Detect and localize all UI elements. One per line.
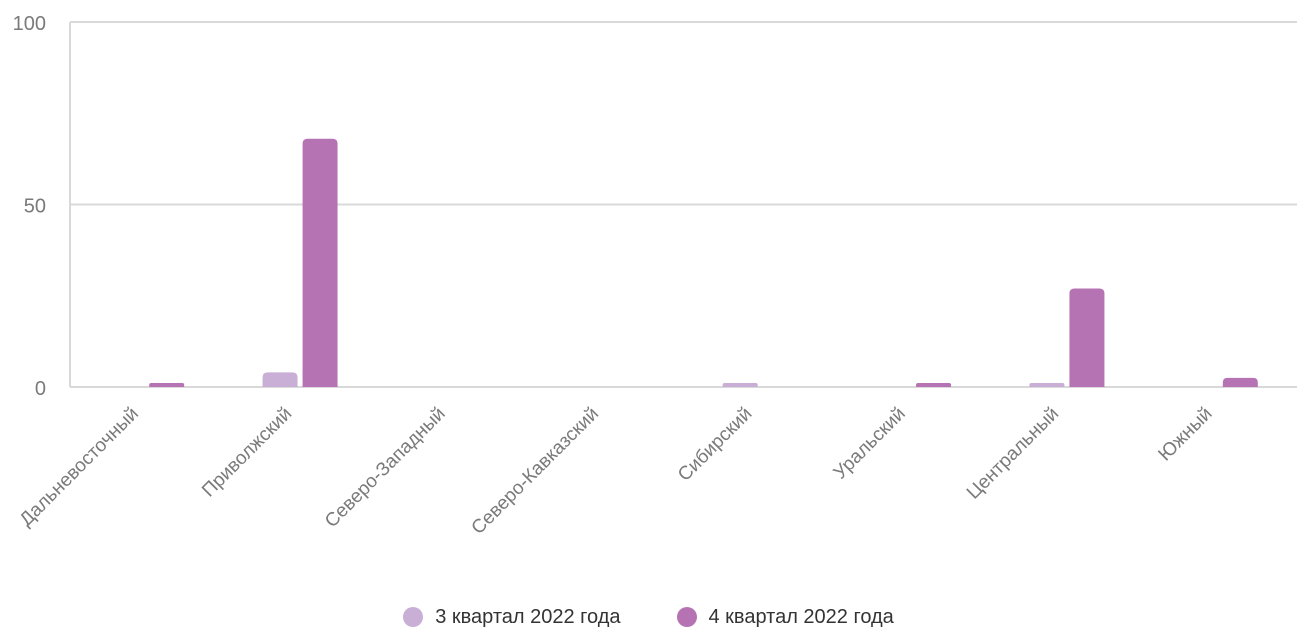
legend-swatch-series-2 xyxy=(676,607,697,627)
bar-2-1 xyxy=(149,383,185,387)
legend-item-series-2[interactable]: 4 квартал 2022 года xyxy=(676,605,894,629)
x-tick-label-8: Южный xyxy=(1155,403,1217,465)
grid-lines xyxy=(69,21,1297,388)
x-axis-ticks: Дальневосточный Приволжский Северо-Западны… xyxy=(16,403,1217,538)
legend-swatch-series-1 xyxy=(403,607,424,627)
bar-1-7 xyxy=(1029,383,1065,387)
legend-item-series-1[interactable]: 3 квартал 2022 года xyxy=(403,605,621,629)
bar-1-2 xyxy=(262,372,298,387)
legend-label-series-1: 3 квартал 2022 года xyxy=(435,605,621,628)
x-tick-label-1: Дальневосточный xyxy=(16,403,143,530)
x-tick-label-7: Центральный xyxy=(963,403,1063,503)
legend: 3 квартал 2022 года 4 квартал 2022 года xyxy=(0,602,1297,632)
x-tick-label-6: Уральский xyxy=(830,403,910,483)
x-tick-label-3: Северо-Западный xyxy=(321,403,450,532)
y-tick-label-1: 50 xyxy=(24,196,46,218)
bar-2-6 xyxy=(916,383,952,387)
bar-2-8 xyxy=(1222,377,1258,387)
x-tick-label-4: Северо-Кавказский xyxy=(468,403,603,538)
bars xyxy=(149,138,1258,387)
bar-2-7 xyxy=(1069,288,1105,387)
y-tick-label-2: 100 xyxy=(13,13,46,35)
bar-1-5 xyxy=(722,383,758,387)
x-tick-label-2: Приволжский xyxy=(198,403,296,501)
y-tick-label-0: 0 xyxy=(35,378,46,400)
bar-2-2 xyxy=(302,138,338,387)
x-tick-label-5: Сибирский xyxy=(674,403,756,485)
legend-label-series-2: 4 квартал 2022 года xyxy=(708,605,894,628)
y-axis-ticks: 0 50 100 xyxy=(13,13,46,400)
